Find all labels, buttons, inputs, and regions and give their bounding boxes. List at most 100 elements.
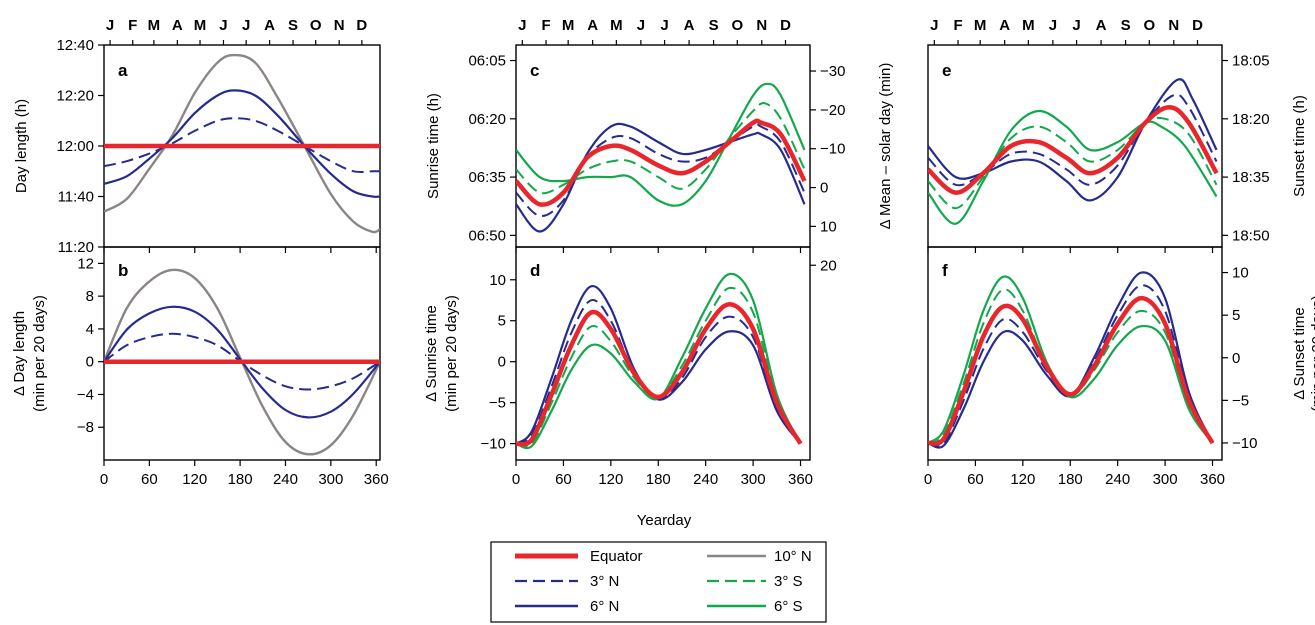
y-axis-label-a: Day length (h): [13, 99, 30, 193]
y-tick-label-b: −4: [77, 386, 94, 403]
series-line-d-s6: [516, 272, 802, 450]
y-tick-label-a: 12:40: [56, 37, 94, 54]
y-tick-label-d: −5: [489, 395, 506, 412]
x-tick-label-d: 120: [598, 471, 623, 488]
yearday-label: Yearday: [637, 512, 692, 529]
y-tick-label-d: −10: [481, 436, 506, 453]
series-line-c-n6: [516, 122, 806, 233]
chart-panels: J F M A M J J A S O N D11:2011:4012:0012:2012:40aDa…: [11, 17, 1315, 488]
y-tick-label-e: 18:35: [1232, 169, 1270, 186]
month-label-c: J: [660, 17, 668, 34]
panel-label-e: e: [942, 61, 951, 80]
y-tick-label-e: 18:05: [1232, 53, 1270, 70]
month-label-c: A: [684, 17, 695, 34]
panel-b-frame: [103, 246, 381, 461]
x-tick-label-f: 240: [1105, 471, 1130, 488]
x-tick-label-b: 120: [182, 471, 207, 488]
y2-tick-label-c: −30: [820, 63, 845, 80]
series-line-e-s6: [928, 109, 1218, 225]
x-tick-label-b: 360: [364, 471, 389, 488]
y-tick-label-c: 06:20: [468, 111, 506, 128]
y-tick-label-b: 12: [77, 255, 94, 272]
y-tick-label-b: 0: [86, 354, 94, 371]
month-label-a: N: [334, 17, 345, 34]
month-label-a: M: [148, 17, 161, 34]
x-tick-label-f: 0: [924, 471, 932, 488]
y-tick-label-f: 5: [1232, 307, 1240, 324]
month-label-a: S: [288, 17, 298, 34]
y-tick-label-b: −8: [77, 419, 94, 436]
month-label-c: D: [780, 17, 791, 34]
month-label-a: M: [194, 17, 207, 34]
legend-10n-label: 10° N: [774, 548, 812, 565]
panel-c-series: [516, 82, 807, 233]
y-axis-label-d: Δ Sunrise time: [423, 305, 440, 402]
month-label-e: J: [1049, 17, 1057, 34]
panel-e-series: [928, 78, 1219, 225]
y-tick-label-f: 0: [1232, 350, 1240, 367]
month-label-c: S: [709, 17, 719, 34]
series-line-f-n6: [928, 271, 1214, 449]
legend-6s-label: 6° S: [774, 598, 803, 615]
x-tick-label-f: 120: [1010, 471, 1035, 488]
panel-b: 0 60 120 180 240 300 360 −8 −4 0 4 8 12 b Δ Day length…: [11, 246, 389, 488]
y-tick-label-b: 4: [86, 321, 94, 338]
month-label-e: M: [974, 17, 987, 34]
y-axis-right-label-c: Δ Mean – solar day (min): [877, 63, 894, 230]
y-tick-label-c: 06:50: [468, 227, 506, 244]
panel-label-f: f: [942, 261, 948, 280]
x-tick-label-f: 180: [1058, 471, 1083, 488]
x-tick-label-d: 60: [555, 471, 572, 488]
panel-label-b: b: [118, 261, 128, 280]
y2-tick-label-c: 0: [820, 180, 828, 197]
y-tick-label-a: 12:00: [56, 138, 94, 155]
x-tick-label-d: 360: [788, 471, 813, 488]
x-tick-label-b: 240: [273, 471, 298, 488]
month-label-c: J: [637, 17, 645, 34]
panel-f-frame: [927, 246, 1223, 461]
x-tick-label-d: 300: [741, 471, 766, 488]
x-tick-label-b: 60: [141, 471, 158, 488]
series-line-e-equator: [928, 104, 1219, 195]
month-label-c: F: [541, 17, 550, 34]
y-axis-label2-b: (min per 20 days): [31, 295, 48, 412]
y2-tick-label-c: −10: [820, 141, 845, 158]
panel-a-series: [104, 53, 380, 234]
legend-3s-label: 3° S: [774, 573, 803, 590]
series-line-b-n6: [104, 305, 380, 419]
month-label-a: J: [106, 17, 114, 34]
month-label-e: N: [1168, 17, 1179, 34]
legend-6n-label: 6° N: [590, 598, 619, 615]
panel-e: J F M A M J J A S O N D18:0518:2018:3518:50eSunset …: [927, 17, 1308, 253]
y-tick-label-a: 11:40: [58, 189, 94, 206]
panel-c: J F M A M J J A S O N D06:0506:2006:3506:50−30−20−1…: [425, 17, 894, 274]
legend-equator-label: Equator: [590, 548, 643, 565]
x-tick-label-b: 0: [100, 471, 108, 488]
month-label-a: F: [128, 17, 137, 34]
x-tick-label-f: 60: [967, 471, 984, 488]
y-axis-right-label2-f: (min per 20 days): [1309, 295, 1315, 412]
y-axis-label2-d: (min per 20 days): [443, 295, 460, 412]
panel-d-frame: [515, 246, 811, 461]
panel-b-series: [104, 268, 380, 456]
month-label-e: D: [1192, 17, 1203, 34]
y-axis-label-c: Sunrise time (h): [425, 93, 442, 199]
series-line-d-equator: [516, 302, 803, 447]
month-label-c: O: [731, 17, 743, 34]
panel-label-c: c: [530, 61, 539, 80]
month-label-c: N: [756, 17, 767, 34]
y2-tick-label-c: 20: [820, 257, 837, 274]
series-line-c-equator: [516, 118, 807, 207]
panel-f: 0 60 120 180 240 300 360 −10 −5 0 5 10 f Δ Sunset tim…: [924, 246, 1315, 488]
legend: Equator 10° N 3° N 3° S 6° N 6° S: [490, 541, 827, 623]
y-tick-label-e: 18:20: [1232, 111, 1270, 128]
month-label-e: O: [1143, 17, 1155, 34]
panel-a: J F M A M J J A S O N D11:2011:4012:0012:2012:40aDa…: [13, 17, 381, 256]
month-label-a: D: [356, 17, 367, 34]
panel-label-d: d: [530, 261, 540, 280]
month-label-e: A: [999, 17, 1010, 34]
x-tick-label-d: 240: [693, 471, 718, 488]
series-line-a-n10: [104, 53, 380, 234]
series-line-a-n6: [104, 89, 380, 198]
